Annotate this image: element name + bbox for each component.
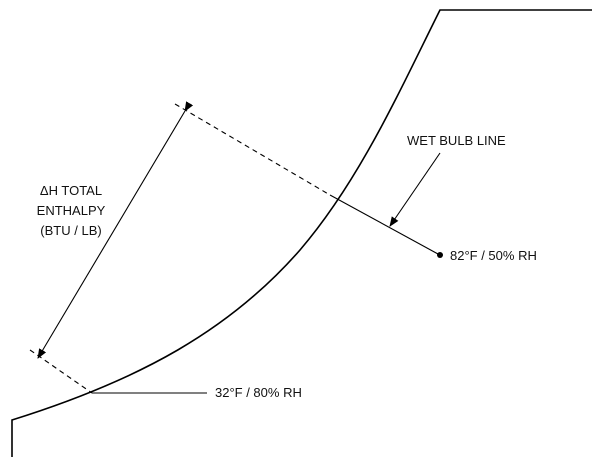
state-point-32f-label: 32°F / 80% RH bbox=[215, 385, 302, 400]
state-point-82f bbox=[437, 252, 443, 258]
state-point-82f-label: 82°F / 50% RH bbox=[450, 248, 537, 263]
enthalpy-label-line2: ENTHALPY bbox=[37, 203, 106, 218]
enthalpy-label-line3: (BTU / LB) bbox=[40, 223, 101, 238]
enthalpy-double-arrow bbox=[37, 101, 194, 359]
wet-bulb-pointer-arrow bbox=[389, 152, 441, 227]
enthalpy-label-line1: ΔH TOTAL bbox=[40, 183, 102, 198]
wet-bulb-line bbox=[329, 194, 439, 255]
wet-bulb-label: WET BULB LINE bbox=[407, 133, 506, 148]
saturation-curve bbox=[11, 9, 592, 457]
upper-dashed-line bbox=[174, 103, 331, 196]
